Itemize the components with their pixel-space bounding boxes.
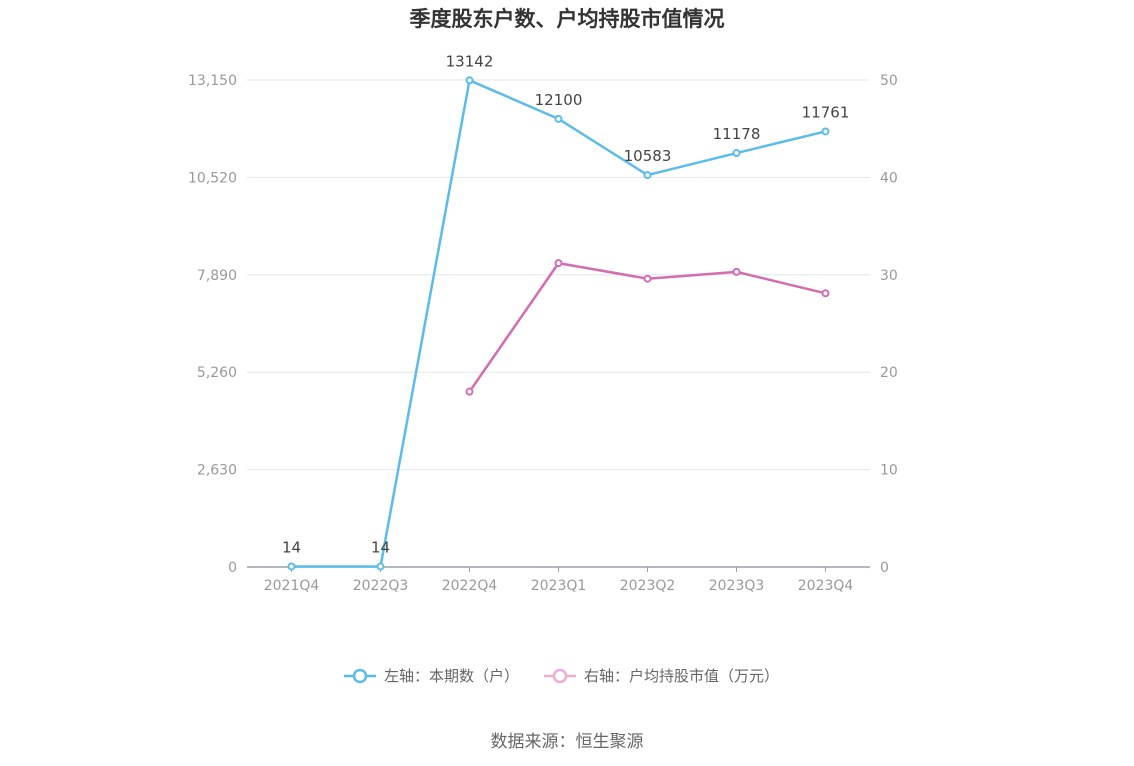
data-point <box>287 562 296 571</box>
data-point <box>465 76 474 85</box>
left-tick-label: 0 <box>228 560 237 576</box>
legend-left-marker <box>352 668 368 684</box>
legend-item-right[interactable]: 右轴：户均持股市值（万元） <box>544 667 779 685</box>
data-point <box>732 267 741 276</box>
right-tick-label: 30 <box>880 268 898 284</box>
left-tick-label: 2,630 <box>197 463 237 479</box>
chart-title: 季度股东户数、户均持股市值情况 <box>410 7 725 31</box>
data-point <box>821 289 830 298</box>
left-axis-ticks: 0 2,630 5,260 7,890 10,520 13,150 <box>188 73 237 576</box>
data-label: 14 <box>371 538 390 556</box>
data-point <box>643 171 652 180</box>
right-axis-ticks: 0 10 20 30 40 50 <box>880 73 898 576</box>
data-point <box>554 114 563 123</box>
right-tick-label: 10 <box>880 463 898 479</box>
right-tick-label: 20 <box>880 365 898 381</box>
data-point <box>554 259 563 268</box>
data-point <box>643 274 652 283</box>
legend-right-marker <box>552 668 568 684</box>
data-label: 13142 <box>446 52 494 70</box>
data-label: 12100 <box>535 91 583 109</box>
legend-right-label: 右轴：户均持股市值（万元） <box>584 667 779 685</box>
data-label: 11761 <box>802 103 850 121</box>
legend-item-left[interactable]: 左轴：本期数（户） <box>344 667 519 685</box>
x-tick-label: 2021Q4 <box>264 578 320 594</box>
data-label: 14 <box>282 538 301 556</box>
right-tick-label: 40 <box>880 170 898 186</box>
series-layer: 14 14 13142 12100 10583 11178 11761 <box>282 52 850 571</box>
data-point <box>821 127 830 136</box>
x-tick-label: 2023Q1 <box>531 578 587 594</box>
data-label: 11178 <box>713 125 761 143</box>
series-line-1 <box>291 79 826 568</box>
left-tick-label: 7,890 <box>197 268 237 284</box>
x-tick-label: 2023Q3 <box>709 578 765 594</box>
x-tick-label: 2022Q3 <box>353 578 409 594</box>
data-point <box>465 387 474 396</box>
right-tick-label: 0 <box>880 560 889 576</box>
legend: 左轴：本期数（户） 右轴：户均持股市值（万元） <box>344 667 779 685</box>
grid <box>247 79 870 568</box>
left-tick-label: 13,150 <box>188 73 237 89</box>
x-tick-label: 2023Q4 <box>798 578 854 594</box>
x-axis-ticks: 2021Q4 2022Q3 2022Q4 2023Q1 2023Q2 2023Q3 2023… <box>264 567 854 594</box>
right-tick-label: 50 <box>880 73 898 89</box>
data-point <box>376 562 385 571</box>
legend-left-label: 左轴：本期数（户） <box>384 667 519 685</box>
data-point <box>732 149 741 158</box>
x-tick-label: 2023Q2 <box>620 578 676 594</box>
left-tick-label: 10,520 <box>188 170 237 186</box>
left-tick-label: 5,260 <box>197 365 237 381</box>
data-source: 数据来源：恒生聚源 <box>491 732 644 752</box>
data-label: 10583 <box>624 147 672 165</box>
x-tick-label: 2022Q4 <box>442 578 498 594</box>
